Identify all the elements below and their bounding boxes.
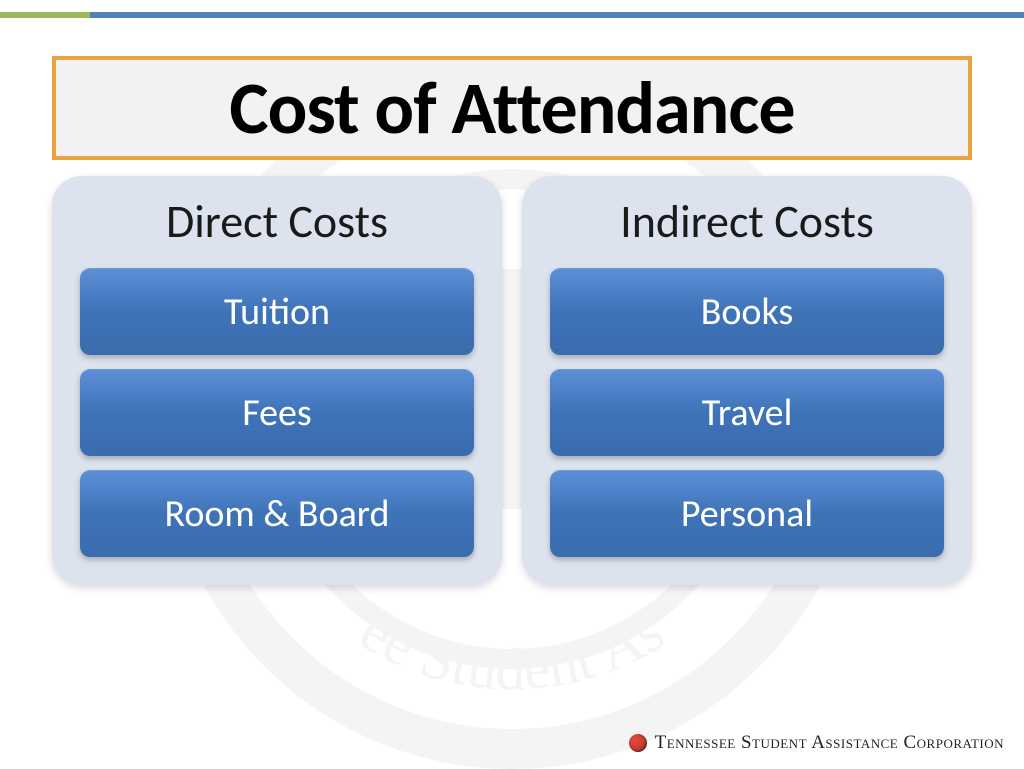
- footer: Tennessee Student Assistance Corporation: [629, 732, 1004, 754]
- column-heading-indirect: Indirect Costs: [550, 194, 944, 250]
- footer-text: Tennessee Student Assistance Corporation: [655, 732, 1004, 754]
- column-indirect-costs: Indirect Costs Books Travel Personal: [522, 176, 972, 585]
- item-fees: Fees: [80, 369, 474, 456]
- accent-blue: [90, 12, 1024, 18]
- item-tuition: Tuition: [80, 268, 474, 355]
- column-heading-direct: Direct Costs: [80, 194, 474, 250]
- columns-container: Direct Costs Tuition Fees Room & Board I…: [52, 176, 972, 585]
- top-accent-bar: [0, 12, 1024, 18]
- slide-title: Cost of Attendance: [229, 63, 794, 153]
- item-books: Books: [550, 268, 944, 355]
- item-personal: Personal: [550, 470, 944, 557]
- accent-green: [0, 12, 90, 18]
- footer-logo-icon: [629, 734, 647, 752]
- item-travel: Travel: [550, 369, 944, 456]
- title-box: Cost of Attendance: [52, 56, 972, 160]
- column-direct-costs: Direct Costs Tuition Fees Room & Board: [52, 176, 502, 585]
- item-room-board: Room & Board: [80, 470, 474, 557]
- svg-text:ee Student As: ee Student As: [349, 597, 674, 703]
